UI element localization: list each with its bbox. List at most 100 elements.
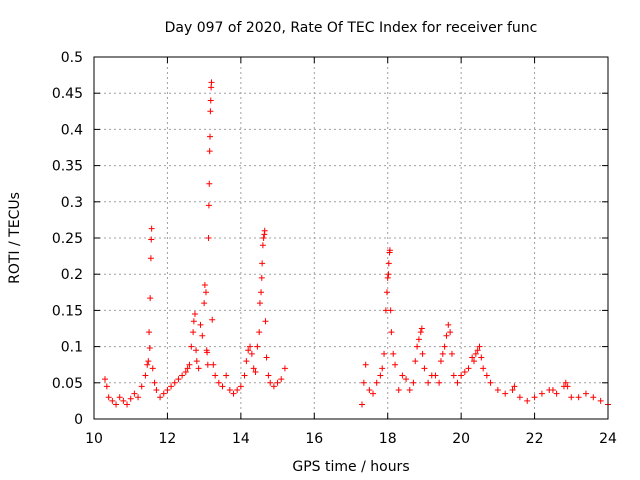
data-point: [359, 401, 366, 408]
x-tick-label: 12: [159, 431, 177, 447]
data-point: [190, 329, 197, 336]
data-point: [270, 383, 277, 390]
y-tick-label: 0.5: [61, 50, 83, 66]
data-point: [381, 350, 388, 357]
data-point: [109, 397, 116, 404]
data-point: [144, 361, 151, 368]
data-point: [146, 345, 153, 352]
data-point: [597, 397, 604, 404]
data-point: [259, 260, 266, 267]
data-point: [414, 343, 421, 350]
data-point: [425, 379, 432, 386]
data-point: [432, 372, 439, 379]
data-point: [124, 401, 131, 408]
axis-ticks: [93, 56, 609, 420]
data-point: [441, 343, 448, 350]
data-points: [102, 79, 611, 408]
data-point: [193, 358, 200, 365]
grid-lines: [94, 57, 608, 419]
data-point: [205, 202, 212, 209]
data-point: [443, 332, 450, 339]
data-point: [148, 225, 155, 232]
y-tick-label: 0.2: [61, 267, 83, 283]
data-point: [362, 361, 369, 368]
data-point: [234, 387, 241, 394]
data-point: [210, 361, 217, 368]
y-tick-label: 0.35: [52, 159, 83, 175]
x-tick-label: 14: [232, 431, 250, 447]
data-point: [437, 358, 444, 365]
data-point: [454, 379, 461, 386]
data-point: [179, 372, 186, 379]
data-point: [201, 300, 208, 307]
y-tick-label: 0.4: [61, 122, 83, 138]
data-point: [149, 365, 156, 372]
data-point: [197, 321, 204, 328]
data-point: [207, 97, 214, 104]
y-tick-label: 0.15: [52, 303, 83, 319]
data-point: [205, 235, 212, 241]
data-point: [146, 329, 153, 336]
data-point: [245, 347, 252, 354]
data-point: [465, 365, 472, 372]
data-point: [436, 379, 443, 386]
chart-title: Day 097 of 2020, Rate Of TEC Index for r…: [165, 20, 538, 36]
data-point: [267, 379, 274, 386]
data-point: [483, 372, 490, 379]
data-point: [410, 379, 417, 386]
data-point: [138, 383, 145, 390]
data-point: [406, 387, 413, 394]
y-tick-label: 0: [74, 412, 83, 428]
data-point: [186, 361, 193, 368]
data-point: [160, 390, 167, 397]
data-point: [511, 383, 518, 390]
data-point: [386, 247, 393, 254]
data-point: [195, 365, 202, 372]
data-point: [403, 376, 410, 383]
y-tick-label: 0.1: [61, 340, 83, 356]
data-point: [164, 387, 171, 394]
y-tick-label: 0.05: [52, 376, 83, 392]
data-point: [387, 307, 394, 314]
data-point: [116, 394, 123, 401]
data-point: [250, 365, 257, 372]
data-point: [524, 397, 531, 404]
data-point: [209, 316, 216, 323]
data-point: [439, 350, 446, 357]
data-point: [373, 379, 380, 386]
data-point: [281, 365, 288, 372]
data-point: [258, 274, 265, 281]
data-point: [145, 358, 152, 365]
data-point: [262, 318, 269, 325]
data-point: [474, 347, 481, 354]
data-point: [564, 383, 571, 390]
data-point: [494, 387, 501, 394]
data-point: [384, 274, 391, 281]
data-point: [487, 379, 494, 386]
data-point: [226, 387, 233, 394]
y-tick-labels: 0 0.05 0.1 0.15 0.2 0.25 0.3 0.35 0.4 0.45 0.5: [52, 50, 83, 428]
data-point: [377, 372, 384, 379]
data-point: [207, 108, 214, 115]
data-point: [151, 379, 158, 386]
data-point: [516, 394, 523, 401]
data-point: [418, 325, 425, 332]
data-point: [206, 180, 213, 187]
data-point: [399, 372, 406, 379]
data-point: [385, 271, 392, 278]
data-point: [575, 394, 582, 401]
data-point: [461, 368, 468, 375]
data-point: [263, 354, 270, 361]
data-point: [171, 379, 178, 386]
data-point: [215, 379, 222, 386]
data-point: [243, 358, 250, 365]
data-point: [168, 383, 175, 390]
data-point: [470, 358, 477, 365]
data-point: [120, 397, 127, 404]
data-point: [549, 387, 556, 394]
data-point: [248, 350, 255, 357]
data-point: [445, 321, 452, 328]
data-point: [105, 394, 112, 401]
data-point: [188, 343, 195, 350]
